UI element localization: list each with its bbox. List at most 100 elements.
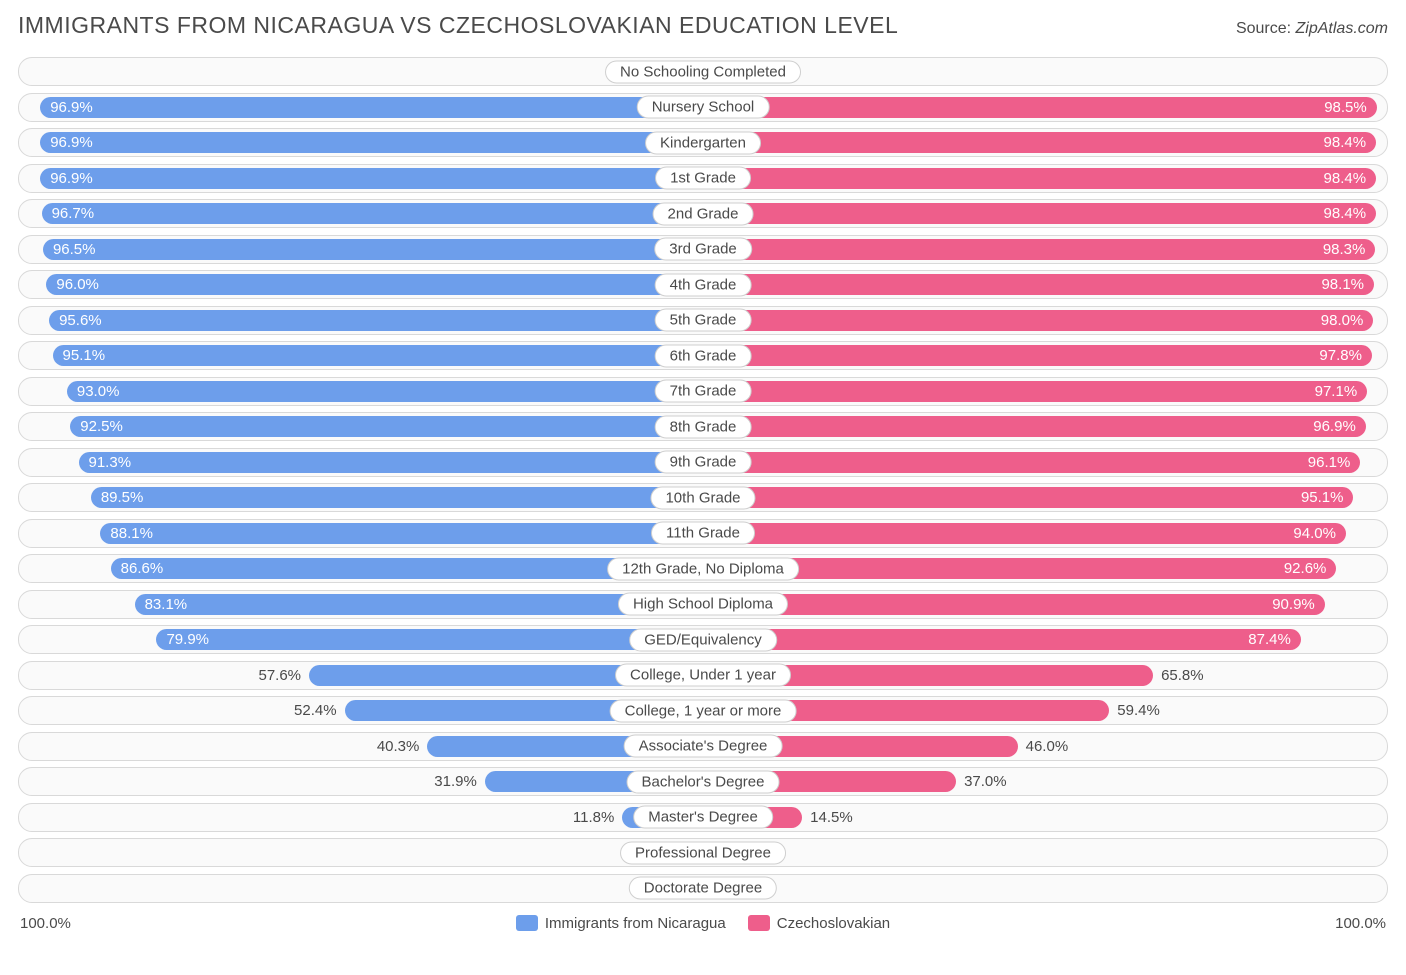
category-label: GED/Equivalency bbox=[629, 628, 777, 651]
category-label: 7th Grade bbox=[655, 380, 752, 403]
source-attribution: Source: ZipAtlas.com bbox=[1236, 20, 1388, 38]
bar-value-right: 90.9% bbox=[1262, 591, 1325, 618]
bar-left bbox=[40, 97, 703, 118]
category-label: 8th Grade bbox=[655, 415, 752, 438]
bar-right bbox=[703, 132, 1376, 153]
bar-right bbox=[703, 523, 1346, 544]
bar-value-right: 98.1% bbox=[1311, 271, 1374, 298]
bar-value-left: 95.1% bbox=[53, 342, 116, 369]
category-label: 1st Grade bbox=[655, 167, 751, 190]
bar-value-right: 96.9% bbox=[1303, 413, 1366, 440]
chart-row: 96.5%98.3%3rd Grade bbox=[18, 235, 1388, 264]
category-label: High School Diploma bbox=[618, 593, 788, 616]
bar-value-right: 65.8% bbox=[1153, 662, 1212, 689]
chart-row: 1.4%1.8%Doctorate Degree bbox=[18, 874, 1388, 903]
chart-row: 11.8%14.5%Master's Degree bbox=[18, 803, 1388, 832]
bar-value-left: 86.6% bbox=[111, 555, 174, 582]
bar-right bbox=[703, 168, 1376, 189]
chart-footer: 100.0% Immigrants from Nicaragua Czechos… bbox=[18, 909, 1388, 937]
bar-value-right: 98.5% bbox=[1314, 94, 1377, 121]
category-label: 6th Grade bbox=[655, 344, 752, 367]
legend-item-czechoslovakian: Czechoslovakian bbox=[748, 915, 890, 932]
header: IMMIGRANTS FROM NICARAGUA VS CZECHOSLOVA… bbox=[18, 12, 1388, 39]
chart-row: 31.9% 37.0% Bachelor's Degree bbox=[18, 767, 1388, 796]
source-label: Source: bbox=[1236, 20, 1291, 37]
bar-value-right: 98.0% bbox=[1311, 307, 1374, 334]
chart-row: 83.1%90.9%High School Diploma bbox=[18, 590, 1388, 619]
bar-right bbox=[703, 203, 1376, 224]
chart-row: 86.6%92.6%12th Grade, No Diploma bbox=[18, 554, 1388, 583]
chart-row: 3.1%1.6%No Schooling Completed bbox=[18, 57, 1388, 86]
page-title: IMMIGRANTS FROM NICARAGUA VS CZECHOSLOVA… bbox=[18, 12, 898, 39]
chart-row: 52.4% 59.4% College, 1 year or more bbox=[18, 696, 1388, 725]
legend-label: Czechoslovakian bbox=[777, 915, 890, 932]
bar-value-left: 96.9% bbox=[40, 94, 103, 121]
category-label: 9th Grade bbox=[655, 451, 752, 474]
category-label: College, 1 year or more bbox=[610, 699, 797, 722]
bar-value-left: 79.9% bbox=[156, 626, 219, 653]
legend-item-nicaragua: Immigrants from Nicaragua bbox=[516, 915, 726, 932]
bar-right bbox=[703, 310, 1373, 331]
category-label: 11th Grade bbox=[651, 522, 755, 545]
chart-row: 40.3%46.0%Associate's Degree bbox=[18, 732, 1388, 761]
bar-value-left: 96.0% bbox=[46, 271, 109, 298]
bar-value-right: 59.4% bbox=[1109, 697, 1168, 724]
bar-value-right: 97.8% bbox=[1309, 342, 1372, 369]
bar-value-left: 96.7% bbox=[42, 200, 105, 227]
education-diverging-bar-chart: 3.1%1.6%No Schooling Completed 96.9% 98.5%… bbox=[18, 57, 1388, 903]
bar-right bbox=[703, 594, 1325, 615]
bar-value-right: 87.4% bbox=[1238, 626, 1301, 653]
category-label: Bachelor's Degree bbox=[627, 770, 780, 793]
bar-left bbox=[46, 274, 703, 295]
bar-right bbox=[703, 274, 1374, 295]
chart-row: 96.0%98.1%4th Grade bbox=[18, 270, 1388, 299]
chart-row: 89.5%95.1%10th Grade bbox=[18, 483, 1388, 512]
bar-left bbox=[156, 629, 703, 650]
bar-value-right: 96.1% bbox=[1298, 449, 1361, 476]
axis-max-left: 100.0% bbox=[20, 915, 71, 932]
category-label: 12th Grade, No Diploma bbox=[607, 557, 799, 580]
bar-value-left: 89.5% bbox=[91, 484, 154, 511]
bar-right bbox=[703, 416, 1366, 437]
bar-left bbox=[42, 203, 703, 224]
bar-left bbox=[53, 345, 703, 366]
bar-value-right: 97.1% bbox=[1305, 378, 1368, 405]
category-label: Kindergarten bbox=[645, 131, 761, 154]
chart-row: 57.6%65.8%College, Under 1 year bbox=[18, 661, 1388, 690]
category-label: Associate's Degree bbox=[624, 735, 783, 758]
legend: Immigrants from Nicaragua Czechoslovakia… bbox=[516, 915, 890, 932]
bar-right bbox=[703, 487, 1353, 508]
chart-row: 96.9%98.4%Kindergarten bbox=[18, 128, 1388, 157]
category-label: 2nd Grade bbox=[653, 202, 754, 225]
bar-value-right: 94.0% bbox=[1283, 520, 1346, 547]
bar-left bbox=[43, 239, 703, 260]
bar-left bbox=[67, 381, 703, 402]
chart-row: 79.9% 87.4% GED/Equivalency bbox=[18, 625, 1388, 654]
source-name: ZipAtlas.com bbox=[1296, 20, 1388, 37]
bar-value-left: 52.4% bbox=[286, 697, 345, 724]
bar-value-right: 37.0% bbox=[956, 768, 1015, 795]
bar-value-left: 31.9% bbox=[426, 768, 485, 795]
category-label: No Schooling Completed bbox=[605, 60, 801, 83]
bar-value-right: 98.4% bbox=[1314, 200, 1377, 227]
bar-value-left: 95.6% bbox=[49, 307, 112, 334]
bar-left bbox=[49, 310, 703, 331]
category-label: Doctorate Degree bbox=[629, 877, 777, 900]
chart-row: 93.0%97.1%7th Grade bbox=[18, 377, 1388, 406]
chart-row: 96.9%98.5%Nursery School bbox=[18, 93, 1388, 122]
category-label: 5th Grade bbox=[655, 309, 752, 332]
bar-left bbox=[70, 416, 703, 437]
bar-left bbox=[79, 452, 703, 473]
legend-swatch-icon bbox=[516, 915, 538, 931]
legend-label: Immigrants from Nicaragua bbox=[545, 915, 726, 932]
chart-row: 95.6% 98.0% 5th Grade bbox=[18, 306, 1388, 335]
bar-value-left: 91.3% bbox=[79, 449, 142, 476]
bar-left bbox=[91, 487, 703, 508]
bar-value-left: 96.9% bbox=[40, 165, 103, 192]
bar-value-left: 40.3% bbox=[369, 733, 428, 760]
category-label: 10th Grade bbox=[650, 486, 755, 509]
bar-value-right: 14.5% bbox=[802, 804, 861, 831]
chart-row: 3.7%4.2%Professional Degree bbox=[18, 838, 1388, 867]
chart-row: 88.1%94.0%11th Grade bbox=[18, 519, 1388, 548]
bar-right bbox=[703, 452, 1360, 473]
